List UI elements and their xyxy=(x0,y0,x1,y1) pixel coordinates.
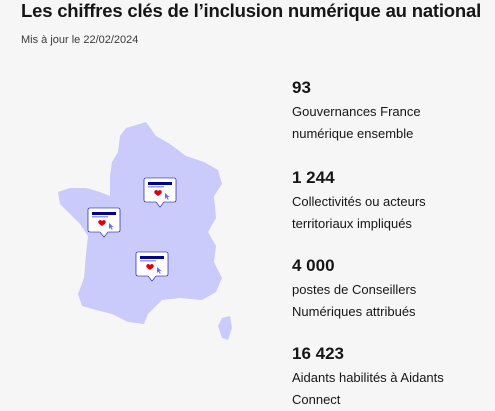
stat-value: 4 000 xyxy=(292,256,335,275)
stat-value: 93 xyxy=(292,78,311,97)
stat-collectivites: 1 244 Collectivités ou acteurs territori… xyxy=(292,168,492,235)
last-updated-date: Mis à jour le 22/02/2024 xyxy=(21,34,139,46)
stat-label: Aidants habilités à Aidants Connect xyxy=(292,370,444,407)
map-marker-card xyxy=(87,207,121,238)
cursor-icon xyxy=(109,223,114,230)
heart-icon xyxy=(146,264,154,270)
page-title: Les chiffres clés de l’inclusion numériq… xyxy=(21,0,482,21)
corsica-shape xyxy=(218,316,232,340)
stat-value: 16 423 xyxy=(292,344,344,363)
heart-icon xyxy=(98,220,106,226)
heart-icon xyxy=(154,190,162,196)
map-marker-card xyxy=(143,177,177,208)
stat-conseillers: 4 000 postes de Conseillers Numériques a… xyxy=(292,256,492,323)
stat-label: postes de Conseillers Numériques attribu… xyxy=(292,282,417,319)
france-map-illustration xyxy=(58,122,232,340)
stat-gouvernances: 93 Gouvernances France numérique ensembl… xyxy=(292,78,492,145)
cursor-icon xyxy=(157,267,162,274)
stat-label: Gouvernances France numérique ensemble xyxy=(292,104,421,141)
map-marker-card xyxy=(135,251,169,282)
cursor-icon xyxy=(165,193,170,200)
stat-label: Collectivités ou acteurs territoriaux im… xyxy=(292,194,426,231)
france-mainland-shape xyxy=(58,122,222,324)
stat-value: 1 244 xyxy=(292,168,335,187)
stat-aidants: 16 423 Aidants habilités à Aidants Conne… xyxy=(292,344,492,411)
